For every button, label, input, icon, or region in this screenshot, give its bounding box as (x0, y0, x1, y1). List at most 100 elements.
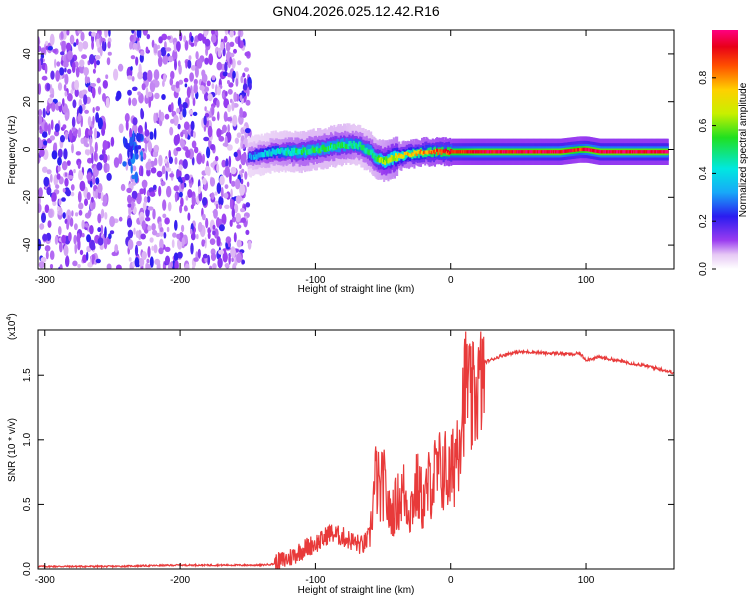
spectrogram-noise-cell (144, 141, 148, 154)
spectrogram-track-cell (411, 152, 414, 156)
spectrogram-noise-cell (180, 197, 184, 207)
spectrogram-track-cell (568, 149, 571, 153)
spectrogram-track-cell (595, 149, 598, 153)
spectrogram-noise-cell (154, 92, 160, 100)
spectrogram-noise-cell (149, 80, 156, 93)
spectrogram-noise-cell (139, 188, 145, 195)
spectrogram-noise-cell (97, 237, 104, 246)
spectrogram-noise-cell (184, 130, 188, 139)
spectrogram-track-cell (572, 148, 575, 152)
spectrogram-track-cell (363, 147, 366, 153)
spectrogram-track-cell (495, 150, 498, 154)
spectrogram-noise-cell (246, 86, 250, 97)
spectrogram-track-cell (614, 150, 617, 154)
spectrogram-noise-cell (191, 88, 195, 100)
spectrogram-noise-cell (162, 213, 167, 219)
spectrogram-noise-cell (114, 244, 119, 253)
spectrogram-noise-cell (95, 188, 98, 199)
spectrogram-track-cell (635, 150, 638, 154)
spectrogram-track-cell (425, 150, 428, 158)
spectrogram-noise-cell (96, 33, 100, 40)
spectrogram-track-cell (506, 150, 509, 154)
spectrogram-track-cell (469, 150, 472, 154)
spectrogram-noise-cell (204, 91, 209, 102)
spectrogram-noise-cell (164, 246, 171, 252)
spectrogram-noise-cell (56, 173, 61, 180)
spectrogram-noise-cell (165, 47, 172, 52)
spectrogram-noise-cell (77, 238, 81, 251)
spectrogram-noise-cell (92, 87, 96, 99)
spectrogram-noise-cell (233, 151, 238, 158)
spectrogram-noise-cell (174, 192, 178, 203)
spectrogram-noise-cell (38, 139, 43, 149)
spectrogram-track-cell (443, 150, 446, 154)
spectrogram-noise-cell (38, 195, 41, 206)
spectrogram-track-cell (366, 149, 369, 155)
spectrogram-noise-cell (239, 118, 244, 123)
spectrogram-noise-cell (216, 182, 222, 194)
spectrogram-track-cell (649, 150, 652, 154)
spectrogram-track-cell (652, 150, 655, 154)
spectrogram-noise-cell (97, 117, 103, 130)
spectrogram-y-tick-label: -20 (22, 190, 33, 205)
spectrogram-noise-cell (245, 229, 250, 235)
spectrogram-track-cell (547, 150, 550, 154)
spectrogram-noise-cell (66, 221, 69, 230)
spectrogram-track-cell (441, 149, 444, 153)
snr-y-tick-label: 0.0 (22, 562, 33, 576)
spectrogram-track-cell (634, 150, 637, 154)
spectrogram-noise-cell (62, 124, 67, 130)
spectrogram-track-cell (419, 149, 422, 153)
spectrogram-track-cell (555, 150, 558, 154)
spectrogram-track-cell (437, 147, 440, 155)
spectrogram-noise-cell (127, 239, 134, 251)
spectrogram-noise-cell (174, 157, 178, 165)
spectrogram-noise-cell (209, 238, 216, 246)
spectrogram-noise-cell (203, 115, 207, 126)
spectrogram-noise-cell (227, 88, 233, 95)
spectrogram-noise-cell (99, 154, 104, 161)
spectrogram-track-cell (372, 153, 375, 159)
spectrogram-noise-cell (90, 196, 94, 203)
spectrogram-track-cell (304, 147, 307, 153)
spectrogram-noise-cell (227, 240, 231, 248)
spectrogram-track-cell (406, 152, 409, 156)
spectrogram-noise-cell (78, 202, 84, 210)
spectrogram-track-cell (586, 147, 589, 152)
spectrogram-noise-cell (242, 72, 246, 78)
spectrogram-track-cell (284, 148, 287, 154)
spectrogram-noise-cell (70, 184, 75, 191)
spectrogram-noise-cell (89, 225, 94, 235)
spectrogram-track-cell (524, 150, 527, 154)
spectrogram-noise-cell (52, 49, 57, 53)
spectrogram-track-cell (640, 150, 643, 154)
spectrogram-noise-cell (146, 69, 153, 82)
spectrogram-noise-cell (134, 145, 138, 152)
spectrogram-noise-cell (230, 246, 236, 258)
spectrogram-noise-cell (48, 97, 53, 104)
spectrogram-track-cell (493, 150, 496, 154)
spectrogram-track-cell (318, 148, 321, 154)
spectrogram-noise-cell (146, 258, 150, 264)
spectrogram-noise-cell (173, 114, 179, 126)
spectrogram-track-cell (541, 150, 544, 154)
spectrogram-track-cell (503, 150, 506, 154)
spectrogram-noise-cell (133, 30, 137, 43)
spectrogram-noise-cell (107, 51, 112, 56)
spectrogram-noise-cell (42, 107, 46, 119)
spectrogram-cells (38, 30, 669, 269)
spectrogram-track-cell (376, 156, 379, 162)
spectrogram-noise-cell (242, 144, 246, 150)
spectrogram-noise-cell (145, 263, 151, 269)
spectrogram-noise-cell (100, 37, 106, 44)
spectrogram-track-cell (654, 150, 657, 154)
spectrogram-noise-cell (132, 130, 135, 141)
spectrogram-track-cell (281, 147, 284, 153)
spectrogram-noise-cell (165, 169, 168, 181)
spectrogram-track-cell (404, 152, 407, 159)
spectrogram-track-cell (659, 150, 662, 154)
spectrogram-track-cell (317, 148, 320, 154)
spectrogram-track-cell (337, 141, 340, 147)
spectrogram-noise-cell (147, 141, 153, 153)
spectrogram-noise-cell (106, 172, 112, 181)
